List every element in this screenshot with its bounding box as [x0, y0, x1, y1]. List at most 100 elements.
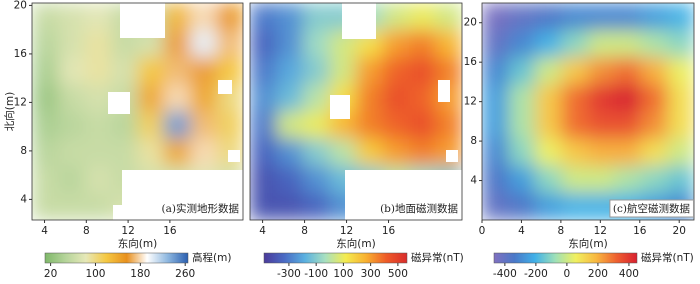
- heat-cell: [329, 138, 357, 167]
- heat-cell: [250, 57, 277, 85]
- heat-cell: [216, 30, 243, 58]
- heat-cell: [303, 84, 330, 112]
- heat-cell: [435, 30, 462, 58]
- heat-cell: [250, 3, 277, 31]
- colorbar-tick-label: -100: [304, 268, 328, 280]
- heat-cell: [535, 57, 562, 85]
- heat-cell: [356, 111, 383, 140]
- x-tick-label: 12: [594, 225, 607, 237]
- heat-cell: [163, 3, 191, 31]
- heat-cell: [58, 3, 86, 31]
- heat-cell: [58, 138, 86, 167]
- heat-cell: [137, 57, 165, 85]
- x-tick-label: 4: [41, 225, 48, 237]
- heat-cell: [535, 165, 562, 194]
- heat-cell: [535, 138, 562, 167]
- heat-cell: [588, 57, 615, 85]
- plot-area: [250, 3, 462, 220]
- masked-area: [108, 92, 130, 114]
- colorbar-label: 磁异常(nT): [411, 251, 464, 264]
- heatmap: [482, 3, 694, 220]
- heat-cell: [303, 138, 330, 167]
- heat-cell: [614, 57, 642, 85]
- x-tick-label: 20: [673, 225, 686, 237]
- heat-cell: [588, 111, 615, 140]
- heat-cell: [382, 111, 410, 140]
- heat-cell: [137, 111, 165, 140]
- x-tick-label: 16: [633, 225, 647, 237]
- heat-cell: [216, 111, 243, 140]
- heat-cell: [190, 3, 218, 31]
- heat-cell: [508, 30, 536, 58]
- heat-cell: [216, 3, 243, 31]
- heat-cell: [588, 3, 615, 31]
- y-tick-label: 8: [470, 135, 477, 147]
- heat-cell: [667, 138, 694, 167]
- heat-cell: [163, 111, 191, 140]
- colorbar-tick-label: -200: [524, 268, 548, 280]
- heat-cell: [588, 138, 615, 167]
- heat-cell: [508, 138, 536, 167]
- plot-frame: [31, 2, 244, 221]
- heat-cell: [588, 84, 615, 112]
- plot-area: [482, 3, 694, 220]
- colorbar-tick-label: 500: [388, 268, 408, 280]
- heat-cell: [641, 138, 668, 167]
- heat-cell: [250, 30, 277, 58]
- x-axis-label: 东向(m): [336, 237, 375, 250]
- heat-cell: [32, 192, 59, 220]
- colorbar: [263, 252, 408, 264]
- masked-area: [342, 3, 376, 39]
- heat-cell: [561, 192, 589, 220]
- heat-cell: [84, 138, 112, 167]
- heat-cell: [356, 57, 383, 85]
- heat-cell: [482, 192, 509, 220]
- colorbar: [44, 252, 189, 264]
- colorbar-tick-label: 200: [588, 268, 608, 280]
- heat-cell: [482, 84, 509, 112]
- heat-cell: [356, 138, 383, 167]
- heat-cell: [58, 111, 86, 140]
- heat-cell: [482, 30, 509, 58]
- x-tick-label: 8: [558, 225, 565, 237]
- heat-cell: [382, 57, 410, 85]
- heat-cell: [561, 138, 589, 167]
- heat-cell: [32, 111, 59, 140]
- colorbar-tick-label: 400: [619, 268, 639, 280]
- panel-annotation: (b)地面磁测数据: [380, 202, 458, 215]
- heat-cell: [409, 111, 436, 140]
- panel-annotation: (c)航空磁测数据: [613, 202, 691, 215]
- heat-cell: [32, 138, 59, 167]
- heat-cell: [163, 57, 191, 85]
- colorbar: [493, 252, 638, 264]
- annotation-box: [377, 200, 462, 217]
- heat-cell: [667, 111, 694, 140]
- x-tick-label: 0: [479, 225, 486, 237]
- heat-cell: [32, 3, 59, 31]
- heat-cell: [535, 192, 562, 220]
- heat-cell: [508, 192, 536, 220]
- heat-cell: [32, 84, 59, 112]
- heat-cell: [641, 3, 668, 31]
- heat-cell: [382, 84, 410, 112]
- heat-cell: [667, 30, 694, 58]
- y-tick-label: 16: [464, 56, 478, 68]
- y-tick-label: 12: [464, 96, 477, 108]
- heat-cell: [508, 165, 536, 194]
- y-tick-label: 20: [464, 17, 477, 29]
- heat-cell: [561, 165, 589, 194]
- heat-cell: [163, 30, 191, 58]
- x-tick-label: 4: [259, 225, 266, 237]
- colorbar-tick-label: 100: [85, 268, 105, 280]
- heat-cell: [588, 30, 615, 58]
- heat-cell: [276, 3, 304, 31]
- heat-cell: [250, 165, 277, 194]
- heat-cell: [58, 192, 86, 220]
- heat-cell: [535, 30, 562, 58]
- heat-cell: [482, 138, 509, 167]
- heat-cell: [614, 138, 642, 167]
- heat-cell: [250, 138, 277, 167]
- heat-cell: [137, 138, 165, 167]
- heat-cell: [641, 84, 668, 112]
- heat-cell: [163, 138, 191, 167]
